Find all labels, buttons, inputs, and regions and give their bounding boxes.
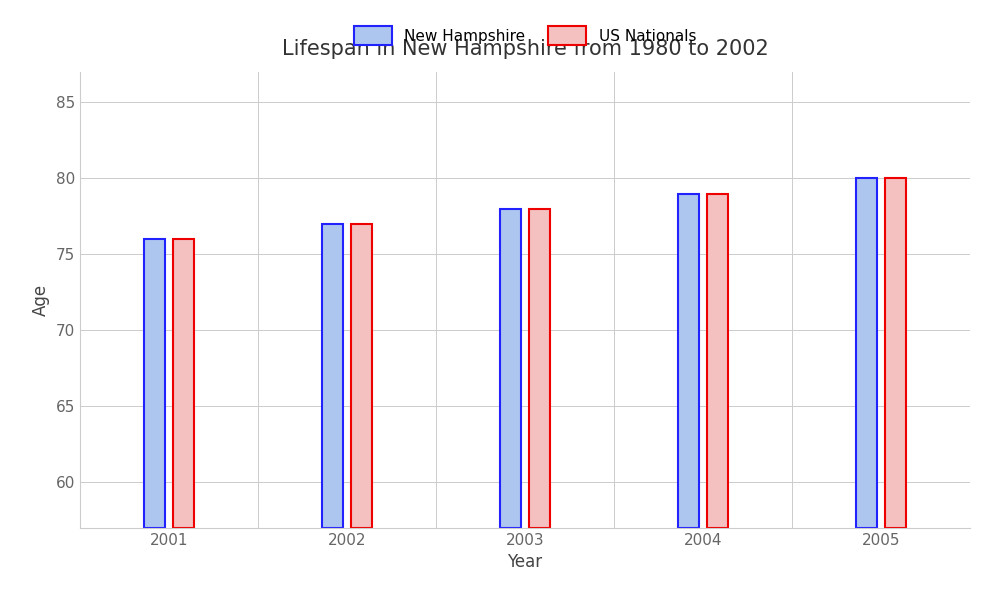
X-axis label: Year: Year <box>507 553 543 571</box>
Bar <box>678 194 699 528</box>
Bar <box>707 194 728 528</box>
Bar <box>351 224 372 528</box>
Bar <box>529 209 550 528</box>
Bar <box>173 239 194 528</box>
Bar <box>500 209 521 528</box>
Title: Lifespan in New Hampshire from 1980 to 2002: Lifespan in New Hampshire from 1980 to 2… <box>282 40 768 59</box>
Legend: New Hampshire, US Nationals: New Hampshire, US Nationals <box>348 20 702 51</box>
Bar <box>144 239 165 528</box>
Bar <box>322 224 343 528</box>
Bar <box>885 178 906 528</box>
Y-axis label: Age: Age <box>32 284 50 316</box>
Bar <box>856 178 877 528</box>
